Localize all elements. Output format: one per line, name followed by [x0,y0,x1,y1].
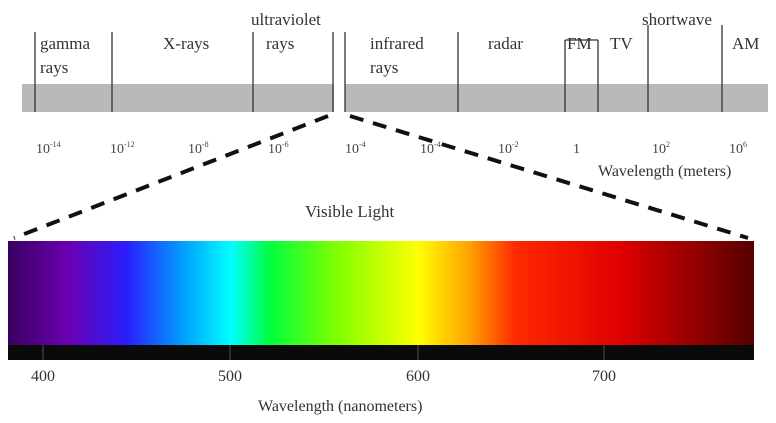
em-band-right [345,84,768,112]
wavelength-nm-label: Wavelength (nanometers) [258,398,423,415]
region-label-infrared: infrared [370,34,424,53]
em-band-left [22,84,334,112]
wavelength-tick: 10-6 [268,140,289,157]
region-label-radar: radar [488,34,523,53]
visible-ticks [42,345,605,360]
region-label-ultraviolet: ultraviolet [251,10,321,29]
wavelength-meters-label: Wavelength (meters) [598,163,732,180]
wavelength-tick: 10-8 [188,140,209,157]
wavelength-tick: 10-2 [498,140,519,157]
visible-tick-label: 700 [592,368,616,385]
region-label-infrared-rays: rays [370,58,399,77]
wavelength-tick: 106 [729,140,747,157]
region-label-tv: TV [610,34,633,53]
zoom-lines [13,114,749,240]
region-label-am: AM [732,34,760,53]
visible-light-title: Visible Light [305,202,395,221]
visible-spectrum-baseline [8,345,754,360]
visible-tick-label: 400 [31,368,55,385]
visible-tick-label: 500 [218,368,242,385]
region-label-gamma-rays: rays [40,58,69,77]
wavelength-tick: 1 [573,142,580,157]
visible-tick-label: 600 [406,368,430,385]
region-dividers [34,25,723,112]
region-label-shortwave: shortwave [642,10,712,29]
region-label-xrays: X-rays [163,34,210,53]
wavelength-tick: 10-4 [420,140,441,157]
wavelength-tick: 10-12 [110,140,135,157]
region-label-ultraviolet-rays: rays [266,34,295,53]
wavelength-tick: 10-14 [36,140,61,157]
wavelength-tick: 10-4 [345,140,366,157]
region-label-fm: FM [567,34,592,53]
region-label-gamma: gamma [40,34,91,53]
wavelength-tick: 102 [652,140,670,157]
visible-spectrum-bar [8,241,754,345]
